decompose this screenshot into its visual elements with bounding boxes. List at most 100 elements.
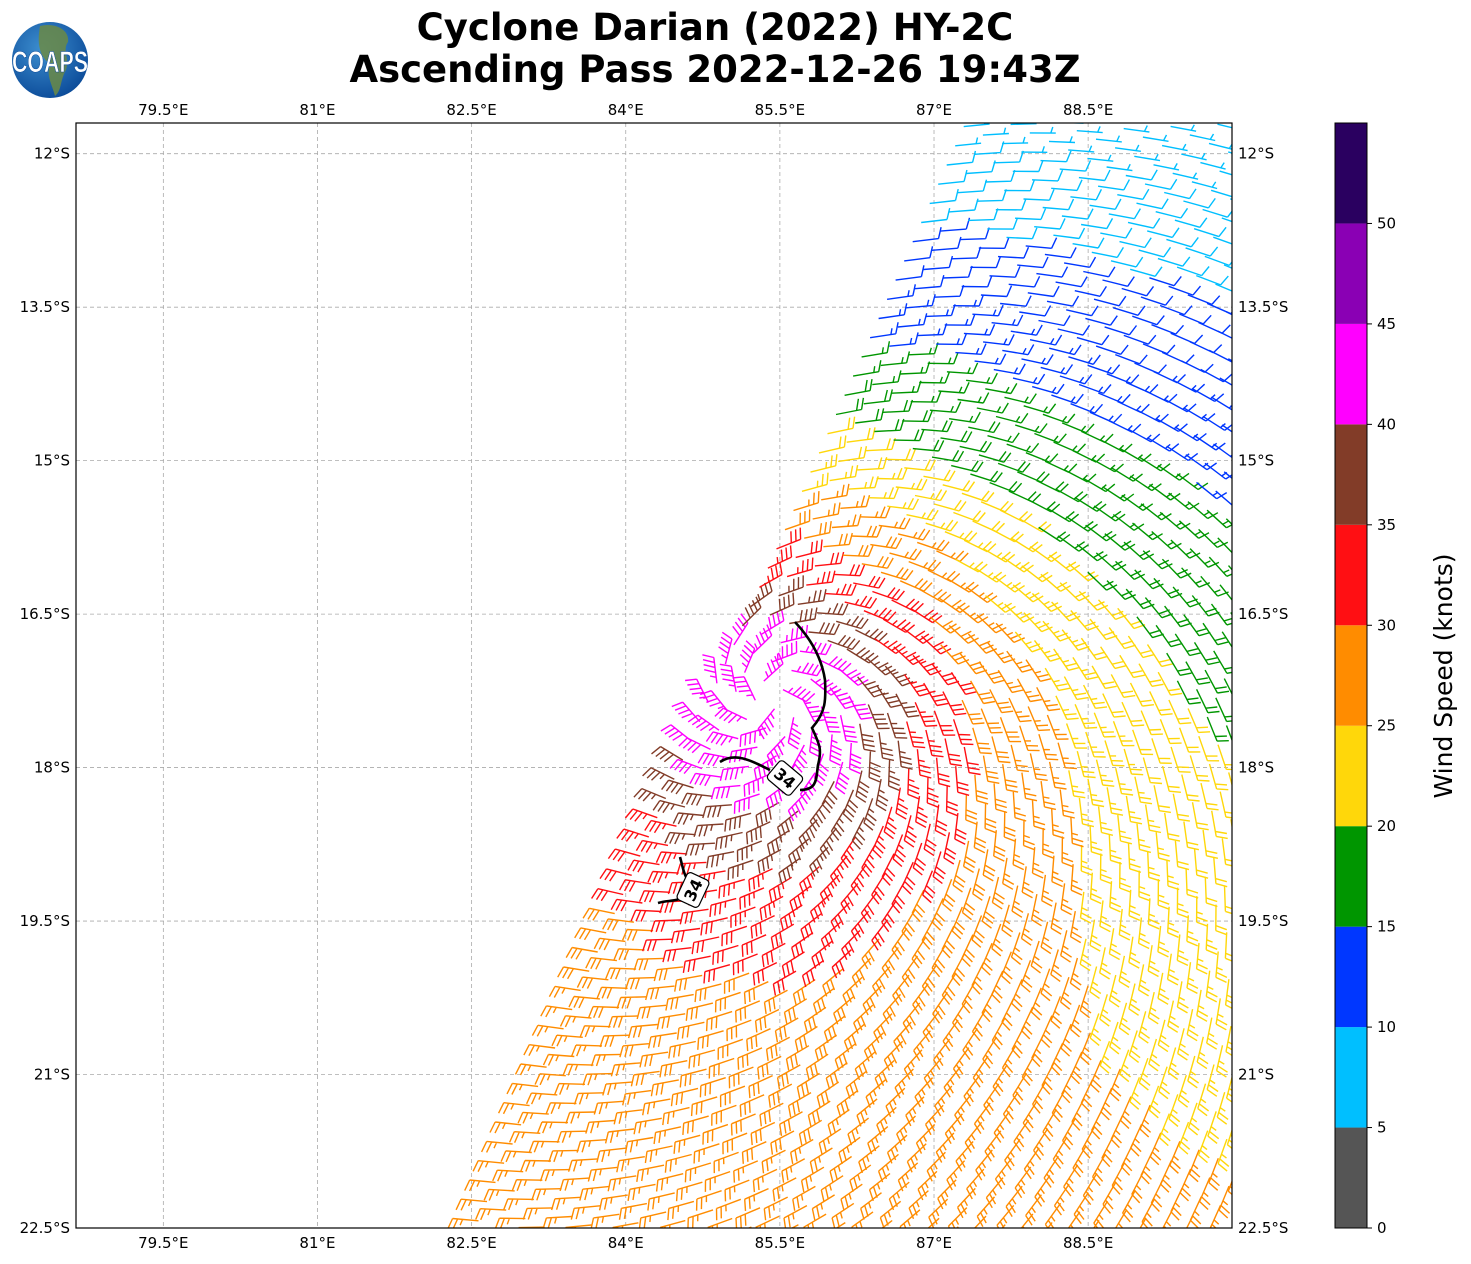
wind-barb	[843, 1023, 865, 1053]
wind-barb	[1027, 706, 1051, 732]
wind-barb	[836, 1089, 859, 1118]
wind-barb	[1115, 144, 1141, 152]
wind-barb	[912, 227, 942, 243]
wind-barb	[590, 1213, 620, 1228]
wind-barb	[1040, 968, 1053, 1002]
wind-barb	[559, 1177, 590, 1192]
wind-barb	[564, 1224, 592, 1228]
wind-barb	[522, 1207, 554, 1220]
wind-barb	[1008, 490, 1042, 503]
wind-barb	[814, 551, 845, 567]
wind-barb	[984, 802, 997, 834]
wind-barb	[613, 1109, 643, 1125]
wind-barb	[1100, 439, 1133, 453]
wind-barb	[1006, 442, 1040, 454]
wind-barb	[1198, 735, 1220, 762]
wind-barb	[1141, 1198, 1156, 1228]
wind-barb	[942, 1019, 959, 1052]
wind-barb	[644, 819, 677, 834]
wind-barb	[1140, 1151, 1153, 1185]
wind-barb	[1063, 256, 1097, 268]
wind-barb	[987, 432, 1020, 444]
wind-barb	[599, 1034, 630, 1048]
wind-barb	[927, 569, 961, 583]
wind-barb	[1217, 123, 1232, 129]
wind-barb	[892, 974, 910, 1006]
wind-barb	[851, 957, 872, 988]
wind-barb	[1241, 227, 1273, 236]
wind-barb	[1170, 332, 1204, 345]
colorbar-tick-label: 0	[1377, 1219, 1387, 1237]
wind-barb	[1147, 898, 1160, 930]
wind-barb	[647, 1032, 677, 1049]
wind-barb	[1228, 772, 1232, 788]
wind-barb	[743, 981, 769, 1005]
wind-barb	[1189, 341, 1223, 354]
wind-barb	[1217, 1138, 1230, 1172]
wind-barb	[852, 360, 882, 377]
wind-barb	[823, 1015, 846, 1044]
wind-barb	[1213, 650, 1232, 674]
wind-barb	[1151, 116, 1177, 122]
wind-barb	[1215, 998, 1228, 1031]
contour-line-34	[794, 621, 827, 792]
wind-barb	[895, 787, 909, 820]
wind-barb	[964, 1121, 983, 1153]
wind-barb	[959, 652, 988, 675]
wind-barb	[787, 791, 808, 822]
wind-barb	[523, 1044, 556, 1057]
wind-barb	[707, 1217, 733, 1228]
wind-barb	[1142, 550, 1173, 570]
wind-barb	[791, 662, 824, 677]
wind-barb	[778, 575, 804, 597]
wind-barb	[1219, 170, 1232, 176]
wind-barb	[1102, 276, 1135, 287]
wind-barb	[893, 429, 925, 442]
wind-barb	[1119, 447, 1152, 463]
wind-barb	[887, 284, 916, 300]
wind-barb	[1060, 930, 1072, 963]
wind-barb	[921, 870, 936, 904]
wind-barb	[1011, 1025, 1025, 1059]
colorbar-label: Wind Speed (knots)	[1429, 553, 1458, 798]
wind-barb	[1100, 646, 1127, 670]
wind-barb	[447, 1217, 479, 1228]
wind-barb	[840, 883, 859, 914]
wind-barb	[1191, 387, 1225, 403]
wind-barb	[1230, 819, 1232, 831]
wind-barb	[948, 624, 979, 644]
wind-barb	[1169, 1141, 1181, 1174]
wind-barb	[1089, 872, 1102, 905]
wind-barb	[1061, 208, 1094, 220]
wind-barb	[636, 1164, 665, 1183]
wind-barb	[834, 761, 850, 795]
wind-barb	[883, 1040, 904, 1071]
wind-barb	[811, 1194, 835, 1221]
wind-barb	[1140, 295, 1174, 306]
wind-barb	[1044, 1202, 1062, 1228]
wind-barb	[784, 509, 811, 531]
wind-barb	[627, 1023, 658, 1039]
wind-barb	[974, 774, 989, 805]
wind-barb	[879, 1200, 902, 1228]
wind-barb	[857, 457, 888, 471]
lat-tick-label-right: 13.5°S	[1238, 298, 1288, 316]
wind-barb	[944, 1113, 963, 1145]
wind-barb	[926, 776, 939, 808]
wind-barb	[565, 1111, 596, 1124]
wind-barb	[794, 1025, 818, 1052]
wind-barb	[1146, 644, 1174, 668]
wind-barb	[1080, 1079, 1094, 1112]
wind-barb	[1085, 731, 1106, 758]
wind-barb	[1069, 910, 1082, 944]
wind-barb	[497, 1102, 530, 1115]
wind-barb	[1208, 556, 1232, 577]
wind-barb	[842, 789, 859, 823]
wind-barb	[744, 1187, 769, 1211]
wind-barb	[1239, 387, 1270, 401]
wind-barb	[681, 792, 713, 806]
wind-barb	[754, 1215, 780, 1228]
wind-barb	[721, 925, 748, 947]
wind-barb	[1008, 697, 1032, 723]
wind-barb	[1150, 1179, 1164, 1212]
